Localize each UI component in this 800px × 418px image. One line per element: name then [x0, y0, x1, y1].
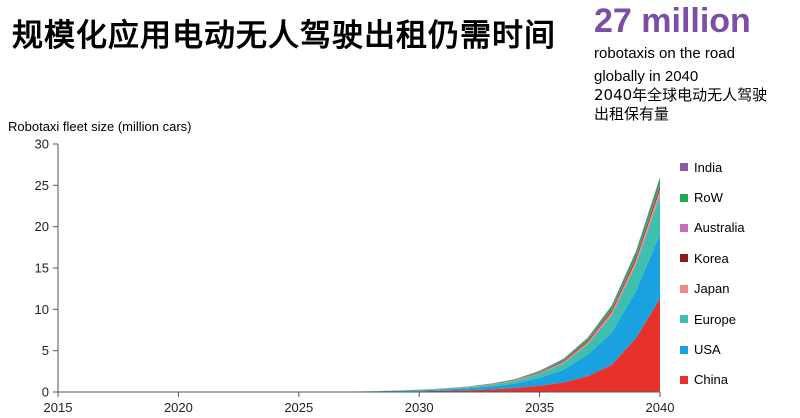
- y-tick-label: 5: [42, 343, 49, 358]
- y-tick-label: 15: [35, 261, 49, 276]
- legend-item-europe: Europe: [680, 304, 745, 334]
- legend-item-row: RoW: [680, 182, 745, 212]
- x-tick-label: 2020: [164, 400, 193, 415]
- legend-item-japan: Japan: [680, 274, 745, 304]
- callout-number: 27 million: [594, 2, 751, 40]
- callout-line-2: globally in 2040: [594, 68, 699, 85]
- chart-areas: [58, 177, 660, 392]
- legend-swatch: [680, 345, 688, 354]
- legend-item-korea: Korea: [680, 243, 745, 273]
- legend-swatch: [680, 254, 688, 263]
- chart-legend: India RoW Australia Korea Japan Europe USA Chin…: [680, 152, 745, 395]
- page-title: 规模化应用电动无人驾驶出租仍需时间: [12, 18, 556, 54]
- y-axis-label: Robotaxi fleet size (million cars): [8, 119, 192, 134]
- legend-label: China: [694, 372, 728, 388]
- legend-item-usa: USA: [680, 334, 745, 364]
- x-tick-label: 2040: [646, 400, 675, 415]
- y-tick-label: 0: [42, 385, 49, 400]
- x-tick-label: 2030: [405, 400, 434, 415]
- y-tick-label: 20: [35, 219, 49, 234]
- y-tick-label: 10: [35, 302, 49, 317]
- area-series-china: [58, 298, 660, 392]
- legend-label: India: [694, 159, 723, 175]
- legend-item-china: China: [680, 365, 745, 395]
- legend-item-india: India: [680, 152, 745, 182]
- legend-swatch: [680, 193, 688, 202]
- area-series-europe: [58, 195, 660, 392]
- legend-swatch: [680, 284, 688, 293]
- callout-box: 27 million robotaxis on the road globall…: [594, 2, 794, 124]
- x-tick-labels: 2015 2020 2025 2030 2035 2040: [44, 392, 675, 415]
- legend-swatch: [680, 375, 688, 384]
- legend-swatch: [680, 315, 688, 324]
- y-tick-label: 30: [35, 137, 49, 152]
- legend-swatch: [680, 163, 688, 172]
- callout-line-3: 2040年全球电动无人驾驶: [594, 86, 768, 104]
- legend-label: Australia: [694, 220, 745, 236]
- legend-label: USA: [694, 342, 721, 358]
- legend-label: Japan: [694, 281, 730, 297]
- x-tick-label: 2015: [44, 400, 73, 415]
- legend-label: Korea: [694, 250, 729, 266]
- x-tick-label: 2035: [525, 400, 554, 415]
- y-tick-label: 25: [35, 178, 49, 193]
- legend-label: RoW: [694, 190, 723, 206]
- callout-line-1: robotaxis on the road: [594, 45, 735, 62]
- legend-item-australia: Australia: [680, 213, 745, 243]
- callout-line-4: 出租保有量: [594, 105, 670, 123]
- legend-label: Europe: [694, 311, 736, 327]
- area-series-usa: [58, 234, 660, 392]
- y-tick-labels: 30 25 20 15 10 5 0: [35, 137, 58, 400]
- legend-swatch: [680, 223, 688, 232]
- x-tick-label: 2025: [284, 400, 313, 415]
